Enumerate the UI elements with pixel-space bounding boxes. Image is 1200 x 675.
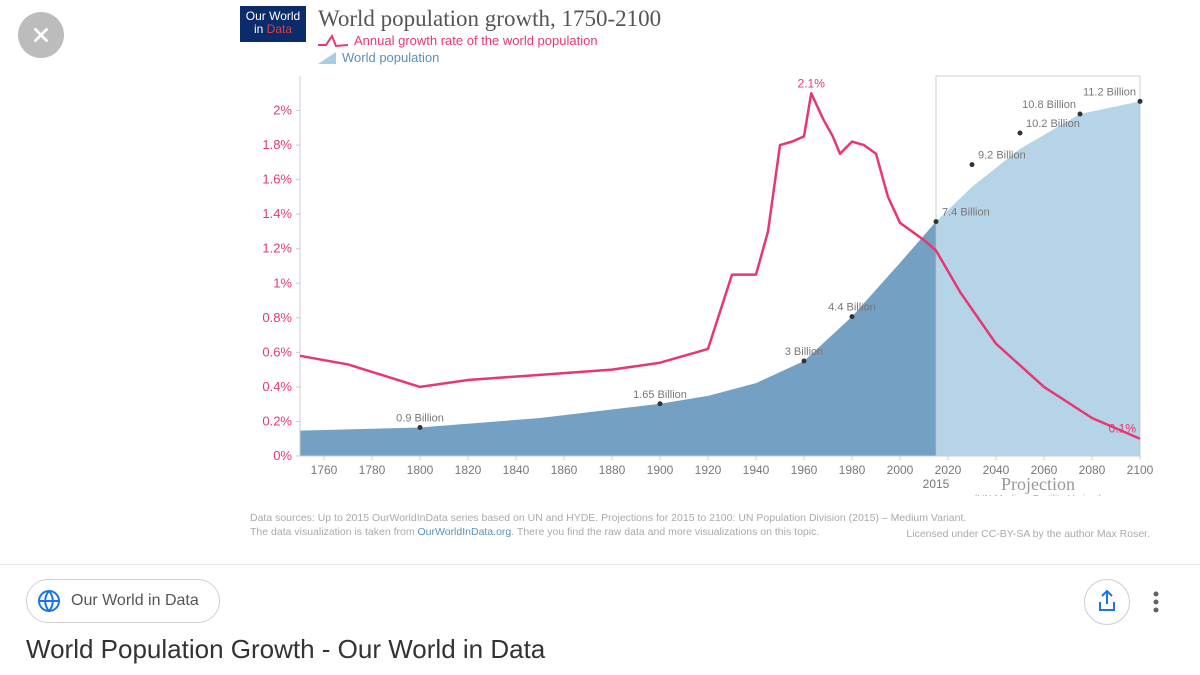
share-button[interactable] <box>1084 579 1130 625</box>
x-tick-label: 1820 <box>455 463 482 477</box>
year-2015-label: 2015 <box>923 477 950 491</box>
growth-peak-label: 2.1% <box>798 76 826 90</box>
chart-header: World population growth, 1750-2100 Annua… <box>318 6 661 66</box>
chart-plot: 0% 0.2% 0.4% 0.6% 0.8% 1% 1.2% 1.4% 1.6% 1.8% 2% 17… <box>240 66 1160 496</box>
x-tick-label: 2020 <box>935 463 962 477</box>
logo-line2: in Data <box>244 23 302 36</box>
x-tick-label: 1900 <box>647 463 674 477</box>
chart-footnote: Data sources: Up to 2015 OurWorldInData … <box>250 511 966 540</box>
y-tick-label: 2% <box>273 103 292 118</box>
population-point-label: 9.2 Billion <box>978 150 1026 162</box>
x-tick-label: 1960 <box>791 463 818 477</box>
y-tick-label: 1.8% <box>262 137 292 152</box>
population-point-label: 10.8 Billion <box>1022 99 1076 111</box>
population-point-label: 10.2 Billion <box>1026 118 1080 130</box>
x-tick-label: 2080 <box>1079 463 1106 477</box>
y-tick-label: 1.6% <box>262 172 292 187</box>
chart-container: Our World in Data World population growt… <box>240 6 1160 554</box>
x-tick-label: 1920 <box>695 463 722 477</box>
population-point <box>934 219 939 224</box>
license-link[interactable]: CC-BY-SA <box>981 528 1030 540</box>
close-button[interactable] <box>18 12 64 58</box>
x-tick-label: 1840 <box>503 463 530 477</box>
y-tick-label: 0.2% <box>262 413 292 428</box>
population-point <box>418 425 423 430</box>
y-tick-label: 0.6% <box>262 344 292 359</box>
population-point <box>1018 131 1023 136</box>
image-caption: World Population Growth - Our World in D… <box>26 634 545 665</box>
owid-logo: Our World in Data <box>240 6 306 42</box>
population-point <box>850 314 855 319</box>
more-button[interactable] <box>1134 580 1178 624</box>
population-point <box>970 162 975 167</box>
chart-title: World population growth, 1750-2100 <box>318 6 661 32</box>
source-pill-label: Our World in Data <box>71 592 199 610</box>
population-point-label: 3 Billion <box>785 346 824 358</box>
population-point-label: 0.9 Billion <box>396 413 444 425</box>
population-area-projection <box>936 101 1140 456</box>
population-point <box>658 401 663 406</box>
x-tick-label: 1980 <box>839 463 866 477</box>
more-icon <box>1153 591 1159 613</box>
x-tick-label: 1800 <box>407 463 434 477</box>
x-tick-label: 1860 <box>551 463 578 477</box>
y-tick-label: 0.4% <box>262 379 292 394</box>
x-tick-label: 1780 <box>359 463 386 477</box>
x-tick-label: 1940 <box>743 463 770 477</box>
globe-icon <box>37 589 61 613</box>
legend-population: World population <box>318 49 661 66</box>
legend-growth-icon <box>318 34 348 48</box>
close-icon <box>30 24 52 46</box>
share-icon <box>1096 589 1118 615</box>
population-point-label: 7.4 Billion <box>942 207 990 219</box>
legend-growth-rate: Annual growth rate of the world populati… <box>318 32 661 49</box>
owid-link[interactable]: OurWorldInData.org <box>418 526 512 538</box>
source-pill[interactable]: Our World in Data <box>26 579 220 623</box>
projection-label: Projection <box>1001 474 1075 494</box>
population-point-label: 1.65 Billion <box>633 389 687 401</box>
y-tick-label: 1.2% <box>262 241 292 256</box>
chart-license: Licensed under CC-BY-SA by the author Ma… <box>906 528 1150 540</box>
projection-sublabel: (UN Medium Fertility Variant) <box>974 494 1102 496</box>
legend-population-icon <box>318 52 336 64</box>
population-point-label: 11.2 Billion <box>1083 86 1136 98</box>
x-tick-label: 1760 <box>311 463 338 477</box>
y-tick-label: 1.4% <box>262 206 292 221</box>
y-tick-label: 0.8% <box>262 310 292 325</box>
population-point-label: 4.4 Billion <box>828 302 876 314</box>
y-tick-label: 0% <box>273 448 292 463</box>
population-point <box>802 359 807 364</box>
population-point <box>1078 112 1083 117</box>
growth-end-label: 0.1% <box>1109 422 1137 436</box>
x-tick-label: 2000 <box>887 463 914 477</box>
population-point <box>1138 99 1143 104</box>
x-tick-label: 1880 <box>599 463 626 477</box>
bottom-bar: Our World in Data World Population Growt… <box>0 564 1200 675</box>
x-tick-label: 2100 <box>1127 463 1154 477</box>
y-tick-label: 1% <box>273 275 292 290</box>
